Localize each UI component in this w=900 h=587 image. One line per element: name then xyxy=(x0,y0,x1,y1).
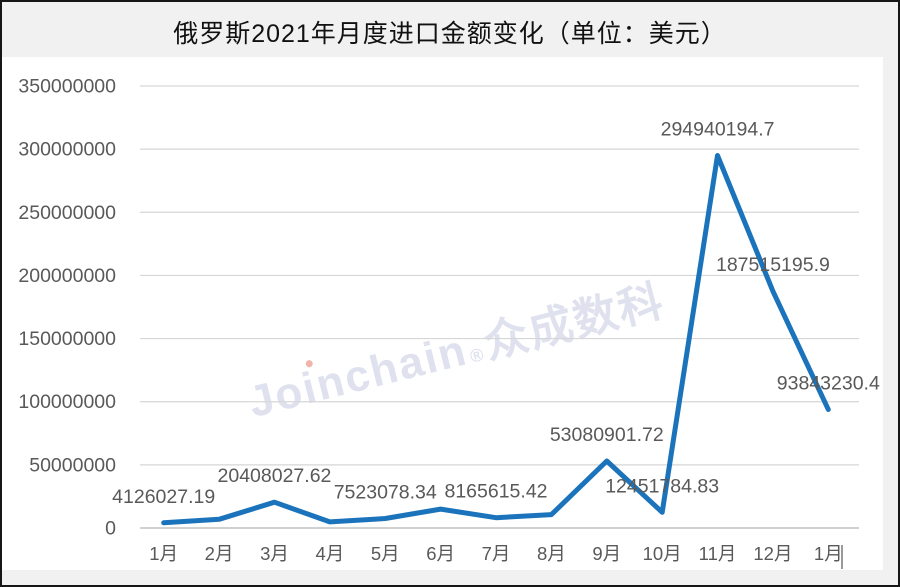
x-tick-label: 5月 xyxy=(371,543,400,564)
y-tick-label: 50000000 xyxy=(29,454,116,476)
x-tick-label: 9月 xyxy=(592,543,621,564)
x-tick-label: 1月 xyxy=(149,543,178,564)
x-tick-label: 2月 xyxy=(205,543,234,564)
y-tick-label: 150000000 xyxy=(18,328,116,350)
y-tick-label: 200000000 xyxy=(18,265,116,287)
x-tick-label: 11月 xyxy=(699,543,737,564)
x-tick-label: 10月 xyxy=(643,543,682,564)
x-tick-label: 12月 xyxy=(753,543,792,564)
data-label: 8165615.42 xyxy=(444,481,547,503)
data-label: 93843230.4 xyxy=(777,372,880,394)
y-tick-label: 100000000 xyxy=(18,391,116,413)
y-tick-label: 350000000 xyxy=(18,76,116,98)
x-tick-label: 8月 xyxy=(537,543,566,564)
line-chart: 0 50000000 100000000 150000000 200000000 2500… xyxy=(18,76,880,569)
y-tick-label: 300000000 xyxy=(18,139,116,161)
data-label: 294940194.7 xyxy=(661,119,775,141)
chart-card: Joinchain®众成数科 0 50000000 100000000 1500000… xyxy=(2,57,883,570)
chart-title: 俄罗斯2021年月度进口金额变化（单位：美元） xyxy=(173,20,727,48)
data-label: 53080901.72 xyxy=(550,424,664,446)
x-tick-label: 4月 xyxy=(315,543,344,564)
x-tick-label: 1月 xyxy=(814,543,843,564)
y-tick-label: 250000000 xyxy=(18,202,116,224)
data-line xyxy=(161,153,831,526)
x-tick-label: 7月 xyxy=(482,543,511,564)
data-label: 187515195.9 xyxy=(716,254,830,276)
data-label: 12451784.83 xyxy=(605,475,719,497)
y-tick-label: 0 xyxy=(105,518,116,540)
x-tick-label: 3月 xyxy=(260,543,289,564)
data-label: 7523078.34 xyxy=(334,481,437,503)
x-tick-label: 6月 xyxy=(426,543,455,564)
data-label: 20408027.62 xyxy=(218,465,332,487)
data-label: 4126027.19 xyxy=(112,486,215,508)
